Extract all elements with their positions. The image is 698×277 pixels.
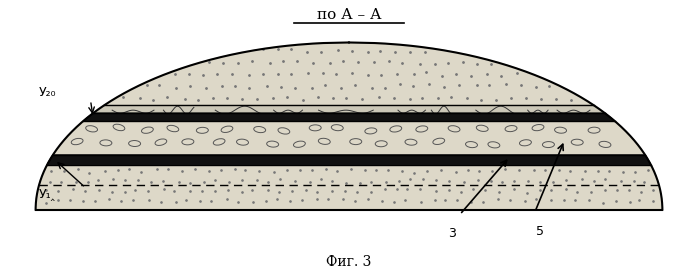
Polygon shape xyxy=(105,42,593,105)
Text: Фиг. 3: Фиг. 3 xyxy=(326,255,372,269)
Polygon shape xyxy=(53,121,645,155)
Text: по А – А: по А – А xyxy=(317,8,381,22)
Polygon shape xyxy=(93,105,605,113)
Text: 3: 3 xyxy=(448,227,456,240)
Polygon shape xyxy=(83,113,615,121)
Text: У₁‸: У₁‸ xyxy=(38,188,56,201)
Text: У₂₀: У₂₀ xyxy=(38,86,56,99)
Polygon shape xyxy=(36,165,662,210)
Polygon shape xyxy=(47,155,651,165)
Text: 5: 5 xyxy=(535,225,544,238)
